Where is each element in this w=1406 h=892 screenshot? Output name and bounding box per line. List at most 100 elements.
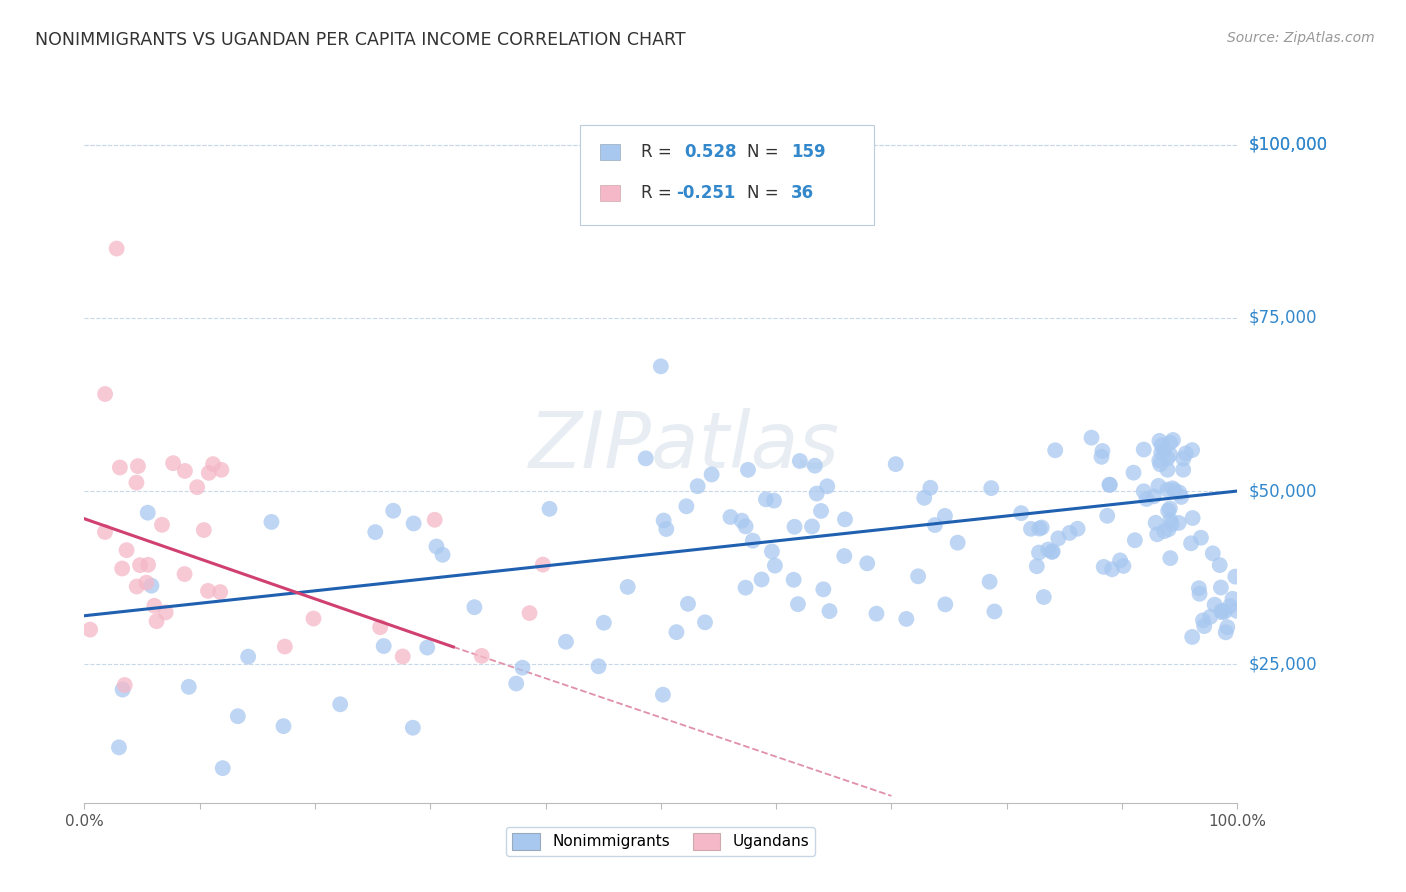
Point bbox=[884, 457, 907, 471]
Point bbox=[1146, 527, 1168, 541]
Point bbox=[202, 457, 225, 471]
Point bbox=[463, 600, 485, 615]
Point bbox=[634, 451, 657, 466]
Text: Source: ZipAtlas.com: Source: ZipAtlas.com bbox=[1227, 31, 1375, 45]
Text: $50,000: $50,000 bbox=[1249, 482, 1317, 500]
Point bbox=[1180, 536, 1202, 550]
Point bbox=[114, 678, 136, 692]
FancyBboxPatch shape bbox=[581, 125, 875, 225]
Point bbox=[135, 575, 157, 590]
Point bbox=[1122, 466, 1144, 480]
Point bbox=[834, 549, 856, 563]
Point bbox=[616, 580, 638, 594]
Point bbox=[924, 518, 946, 533]
Point bbox=[1032, 590, 1054, 604]
FancyBboxPatch shape bbox=[600, 185, 620, 201]
Point bbox=[1097, 508, 1119, 523]
Point bbox=[111, 682, 134, 697]
Point bbox=[1101, 562, 1123, 576]
Point bbox=[127, 459, 149, 474]
Point bbox=[1043, 443, 1066, 458]
Point bbox=[834, 512, 856, 526]
Point bbox=[1153, 524, 1175, 538]
Point bbox=[373, 639, 395, 653]
Point bbox=[1161, 481, 1184, 495]
Text: R =: R = bbox=[641, 143, 678, 161]
Point bbox=[1216, 620, 1239, 634]
Text: N =: N = bbox=[748, 143, 785, 161]
Point bbox=[1181, 630, 1204, 644]
Point bbox=[141, 579, 163, 593]
Point bbox=[1173, 451, 1195, 466]
Point bbox=[1135, 491, 1157, 506]
Point bbox=[815, 479, 838, 493]
Point bbox=[741, 533, 763, 548]
Point bbox=[1042, 544, 1064, 558]
Point bbox=[693, 615, 716, 630]
Point bbox=[1090, 450, 1112, 464]
Point bbox=[1159, 435, 1181, 450]
Point bbox=[273, 719, 295, 733]
Text: $75,000: $75,000 bbox=[1249, 309, 1317, 326]
Point bbox=[505, 676, 527, 690]
Point bbox=[94, 387, 117, 401]
Point bbox=[1132, 484, 1154, 499]
Point bbox=[1192, 613, 1215, 627]
Point bbox=[1147, 479, 1170, 493]
Point bbox=[79, 623, 101, 637]
Point bbox=[364, 525, 387, 540]
Point bbox=[150, 517, 173, 532]
Point bbox=[755, 492, 778, 507]
Point bbox=[519, 606, 541, 620]
Point bbox=[173, 567, 195, 582]
Point bbox=[650, 359, 672, 374]
Point bbox=[1038, 542, 1060, 557]
Point bbox=[1019, 522, 1042, 536]
Point bbox=[177, 680, 200, 694]
Point bbox=[652, 514, 675, 528]
Point bbox=[108, 460, 131, 475]
Point bbox=[652, 688, 675, 702]
Point bbox=[1215, 625, 1237, 640]
Point bbox=[129, 558, 152, 573]
Point bbox=[734, 581, 756, 595]
Point bbox=[226, 709, 249, 723]
Point bbox=[1149, 453, 1171, 467]
Point bbox=[1159, 501, 1181, 516]
Point bbox=[197, 583, 219, 598]
Point bbox=[136, 558, 159, 572]
Point bbox=[302, 611, 325, 625]
Point bbox=[865, 607, 887, 621]
Point bbox=[236, 649, 259, 664]
Point bbox=[1170, 490, 1192, 504]
Point bbox=[813, 582, 835, 597]
Point bbox=[979, 574, 1001, 589]
Point bbox=[818, 604, 841, 618]
Point bbox=[801, 519, 824, 533]
Point bbox=[94, 524, 117, 539]
Point bbox=[1112, 558, 1135, 573]
Point bbox=[432, 548, 454, 562]
Point bbox=[1025, 559, 1047, 574]
Point bbox=[1159, 513, 1181, 527]
Point bbox=[368, 620, 391, 634]
Point bbox=[787, 597, 810, 611]
Legend: Nonimmigrants, Ugandans: Nonimmigrants, Ugandans bbox=[506, 827, 815, 855]
Point bbox=[983, 604, 1005, 618]
Point bbox=[1168, 485, 1191, 500]
Point bbox=[1144, 516, 1167, 530]
Point bbox=[1028, 522, 1050, 536]
Point bbox=[1031, 520, 1053, 534]
Point bbox=[1149, 434, 1171, 448]
Point bbox=[762, 493, 785, 508]
Point bbox=[1181, 511, 1204, 525]
Point bbox=[1153, 443, 1175, 458]
Point bbox=[1174, 446, 1197, 460]
Point bbox=[734, 519, 756, 533]
Point bbox=[700, 467, 723, 482]
Text: -0.251: -0.251 bbox=[676, 184, 735, 202]
Point bbox=[1219, 599, 1241, 613]
Point bbox=[162, 456, 184, 470]
Point bbox=[856, 557, 879, 571]
Point bbox=[115, 543, 138, 558]
